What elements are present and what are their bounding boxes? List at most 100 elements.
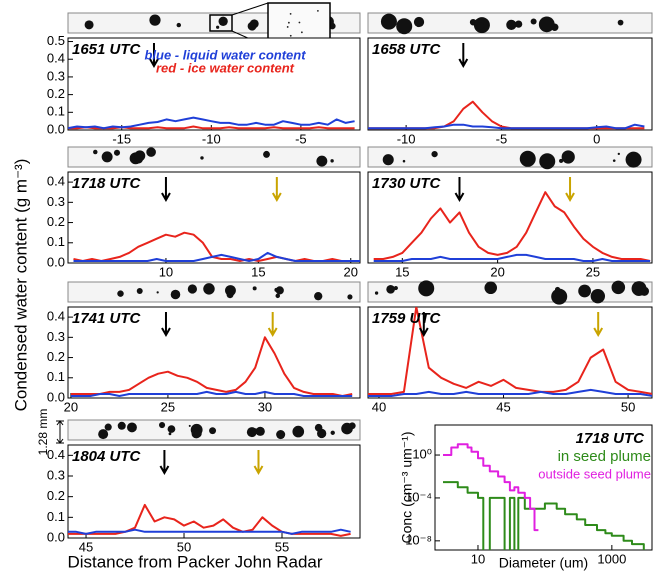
panel-title: 1759 UTC bbox=[372, 310, 442, 327]
particle bbox=[418, 280, 435, 297]
particle bbox=[396, 18, 413, 35]
particle bbox=[176, 22, 181, 28]
particle bbox=[519, 150, 536, 167]
particle bbox=[538, 16, 555, 33]
particle bbox=[188, 424, 191, 427]
zoom-box bbox=[209, 14, 233, 32]
particle bbox=[249, 19, 259, 29]
panel-title: 1804 UTC bbox=[72, 448, 142, 465]
x-tick-label: -15 bbox=[112, 131, 131, 146]
y-tick-label: 0.3 bbox=[47, 68, 65, 83]
particle bbox=[413, 16, 425, 28]
particle bbox=[530, 18, 537, 25]
particle bbox=[559, 158, 564, 163]
particle-image bbox=[367, 280, 653, 305]
particle bbox=[539, 153, 556, 170]
particle bbox=[136, 288, 143, 295]
x-tick-label: 20 bbox=[64, 399, 78, 414]
data-line bbox=[68, 116, 355, 130]
data-line bbox=[68, 503, 351, 537]
particle bbox=[314, 423, 323, 432]
plot-area bbox=[443, 443, 645, 550]
y-tick-label: 0.1 bbox=[47, 234, 65, 249]
y-tick-label: 0.4 bbox=[47, 309, 65, 324]
particle-image bbox=[67, 281, 361, 303]
plot-area bbox=[373, 191, 651, 262]
data-line bbox=[368, 307, 652, 395]
seed-arrow bbox=[565, 177, 575, 203]
y-tick-label: 10⁰ bbox=[412, 446, 432, 461]
plot-frame bbox=[434, 424, 653, 551]
particle bbox=[117, 290, 124, 297]
particle bbox=[167, 425, 176, 433]
plot-frame bbox=[67, 306, 361, 399]
particle bbox=[506, 19, 517, 31]
particle bbox=[113, 149, 121, 156]
particle bbox=[286, 26, 289, 28]
data-line bbox=[73, 251, 360, 262]
x-axis-label: Diameter (um) bbox=[499, 555, 588, 571]
x-tick-label: 50 bbox=[621, 399, 635, 414]
particle bbox=[227, 288, 235, 296]
particle bbox=[218, 16, 228, 26]
particle bbox=[476, 22, 485, 30]
particle bbox=[275, 286, 284, 295]
annotation: red - ice water content bbox=[156, 60, 295, 75]
legend-entry: outside seed plume bbox=[538, 466, 651, 481]
x-tick-label: 40 bbox=[372, 399, 386, 414]
particle-image bbox=[367, 146, 653, 170]
particle bbox=[611, 280, 626, 295]
x-tick-label: 45 bbox=[79, 539, 93, 554]
x-tick-label: 15 bbox=[395, 264, 409, 279]
x-tick-label: 25 bbox=[586, 264, 600, 279]
y-tick-label: 0.0 bbox=[47, 254, 65, 269]
plot-frame bbox=[67, 444, 361, 539]
x-tick-label: 15 bbox=[251, 264, 265, 279]
particle bbox=[146, 147, 156, 157]
x-tick-label: -5 bbox=[295, 131, 307, 146]
particle bbox=[93, 149, 98, 155]
plot-frame bbox=[67, 171, 361, 264]
seed-arrow bbox=[161, 177, 171, 203]
particle bbox=[101, 151, 113, 163]
data-line bbox=[443, 443, 539, 532]
seed-arrow bbox=[267, 312, 278, 338]
particle bbox=[194, 430, 202, 438]
particle bbox=[216, 25, 220, 29]
particle bbox=[98, 429, 109, 440]
image-strip bbox=[67, 281, 361, 303]
x-tick-label: -10 bbox=[202, 131, 221, 146]
particle bbox=[289, 34, 292, 37]
seed-arrow bbox=[458, 43, 469, 69]
plot-area bbox=[68, 116, 355, 130]
particle-image bbox=[67, 419, 361, 441]
image-strip bbox=[367, 281, 653, 303]
plot-area bbox=[368, 307, 652, 397]
y-tick-label: 10⁻⁸ bbox=[405, 532, 432, 547]
y-tick-label: 0.1 bbox=[47, 104, 65, 119]
image-strip bbox=[367, 146, 653, 168]
y-tick-label: 0.2 bbox=[47, 214, 65, 229]
plot-area bbox=[68, 503, 351, 537]
x-tick-label: 10 bbox=[471, 551, 485, 566]
data-line bbox=[70, 336, 353, 397]
particle bbox=[246, 427, 257, 438]
particle bbox=[209, 427, 217, 435]
y-axis-label: Conc (cm⁻³ um⁻¹) bbox=[399, 432, 415, 544]
particle bbox=[347, 294, 353, 300]
x-tick-label: -10 bbox=[397, 131, 416, 146]
particle bbox=[300, 31, 303, 34]
panel-title: 1651 UTC bbox=[72, 41, 142, 58]
plot-frame bbox=[367, 171, 653, 264]
particle bbox=[514, 20, 523, 28]
data-line bbox=[70, 390, 353, 397]
particle bbox=[484, 281, 498, 295]
particle bbox=[252, 286, 257, 291]
x-tick-label: 25 bbox=[161, 399, 175, 414]
x-tick-label: 20 bbox=[344, 264, 358, 279]
seed-arrow bbox=[271, 177, 282, 203]
x-tick-label: 0 bbox=[593, 131, 600, 146]
panel-title: 1741 UTC bbox=[72, 310, 142, 327]
particle bbox=[551, 288, 568, 305]
